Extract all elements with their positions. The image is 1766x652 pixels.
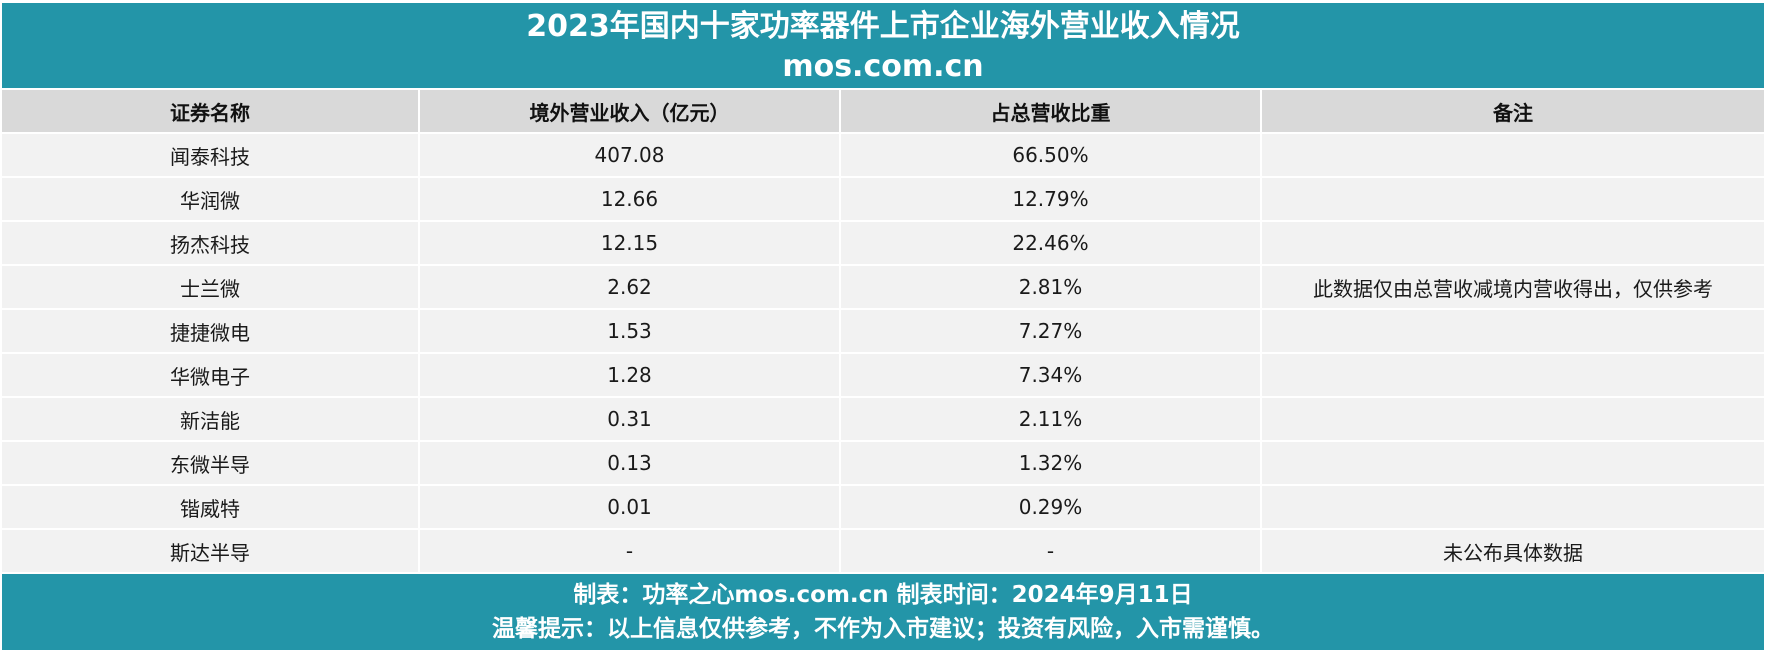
- table-row: 扬杰科技 12.15 22.46%: [2, 221, 1764, 266]
- cell-ratio: 2.11%: [840, 397, 1262, 442]
- cell-ratio: 7.27%: [840, 309, 1262, 354]
- cell-revenue: 0.01: [419, 485, 841, 530]
- cell-note: 此数据仅由总营收减境内营收得出，仅供参考: [1261, 265, 1764, 310]
- cell-ratio: -: [840, 529, 1262, 574]
- cell-note: [1261, 177, 1764, 222]
- cell-name: 锴威特: [2, 485, 420, 530]
- cell-name: 华微电子: [2, 353, 420, 398]
- cell-revenue: 12.66: [419, 177, 841, 222]
- cell-revenue: 1.53: [419, 309, 841, 354]
- column-header-note: 备注: [1261, 90, 1764, 134]
- cell-note: [1261, 397, 1764, 442]
- footer-credit: 制表：功率之心mos.com.cn 制表时间：2024年9月11日: [573, 582, 1193, 608]
- table-row: 闻泰科技 407.08 66.50%: [2, 133, 1764, 178]
- table-row: 锴威特 0.01 0.29%: [2, 485, 1764, 530]
- cell-ratio: 22.46%: [840, 221, 1262, 266]
- cell-ratio: 2.81%: [840, 265, 1262, 310]
- cell-note: [1261, 353, 1764, 398]
- table-row: 东微半导 0.13 1.32%: [2, 441, 1764, 486]
- table-row: 华微电子 1.28 7.34%: [2, 353, 1764, 398]
- table-row: 斯达半导 - - 未公布具体数据: [2, 529, 1764, 574]
- table-row: 捷捷微电 1.53 7.27%: [2, 309, 1764, 354]
- column-header-name: 证券名称: [2, 90, 420, 134]
- cell-revenue: 407.08: [419, 133, 841, 178]
- cell-revenue: -: [419, 529, 841, 574]
- footer-band: 制表：功率之心mos.com.cn 制表时间：2024年9月11日 温馨提示：以…: [2, 574, 1764, 650]
- cell-revenue: 1.28: [419, 353, 841, 398]
- table-row: 士兰微 2.62 2.81% 此数据仅由总营收减境内营收得出，仅供参考: [2, 265, 1764, 310]
- cell-revenue: 0.13: [419, 441, 841, 486]
- cell-name: 扬杰科技: [2, 221, 420, 266]
- cell-name: 华润微: [2, 177, 420, 222]
- cell-note: [1261, 309, 1764, 354]
- cell-ratio: 7.34%: [840, 353, 1262, 398]
- cell-name: 捷捷微电: [2, 309, 420, 354]
- footer-disclaimer: 温馨提示：以上信息仅供参考，不作为入市建议；投资有风险，入市需谨慎。: [492, 616, 1274, 642]
- table-row: 华润微 12.66 12.79%: [2, 177, 1764, 222]
- page-subtitle: mos.com.cn: [782, 49, 984, 84]
- cell-name: 东微半导: [2, 441, 420, 486]
- cell-ratio: 12.79%: [840, 177, 1262, 222]
- cell-note: [1261, 441, 1764, 486]
- table-header-row: 证券名称 境外营业收入（亿元） 占总营收比重 备注: [2, 90, 1764, 134]
- table-row: 新洁能 0.31 2.11%: [2, 397, 1764, 442]
- cell-name: 闻泰科技: [2, 133, 420, 178]
- cell-note: [1261, 221, 1764, 266]
- cell-note: [1261, 133, 1764, 178]
- cell-revenue: 12.15: [419, 221, 841, 266]
- cell-revenue: 2.62: [419, 265, 841, 310]
- cell-note: [1261, 485, 1764, 530]
- cell-name: 士兰微: [2, 265, 420, 310]
- title-band: 2023年国内十家功率器件上市企业海外营业收入情况 mos.com.cn: [2, 3, 1764, 88]
- cell-name: 斯达半导: [2, 529, 420, 574]
- cell-name: 新洁能: [2, 397, 420, 442]
- column-header-revenue: 境外营业收入（亿元）: [419, 90, 841, 134]
- cell-ratio: 0.29%: [840, 485, 1262, 530]
- cell-ratio: 66.50%: [840, 133, 1262, 178]
- cell-note: 未公布具体数据: [1261, 529, 1764, 574]
- cell-revenue: 0.31: [419, 397, 841, 442]
- page-title: 2023年国内十家功率器件上市企业海外营业收入情况: [526, 9, 1240, 44]
- column-header-ratio: 占总营收比重: [840, 90, 1262, 134]
- revenue-table: 证券名称 境外营业收入（亿元） 占总营收比重 备注 闻泰科技 407.08 66…: [2, 90, 1764, 574]
- cell-ratio: 1.32%: [840, 441, 1262, 486]
